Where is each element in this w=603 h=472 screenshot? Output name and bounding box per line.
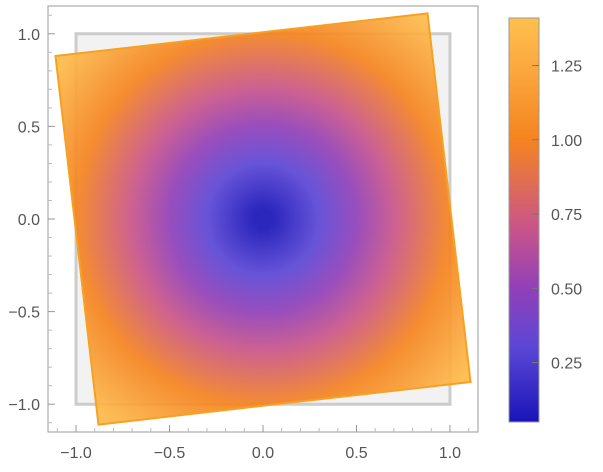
x-tick-label: 0.0 [252,445,274,462]
colorbar: 0.25 0.50 0.75 1.00 1.25 [508,17,582,423]
x-tick-label: 1.0 [439,445,461,462]
y-tick-label: 0.0 [18,212,40,229]
colorbar-tick-label: 1.25 [551,59,582,76]
colorbar-scale [508,17,540,423]
axes: −1.0 −0.5 0.0 0.5 1.0 −1.0 −0.5 0.0 0.5 1.0 [8,5,479,462]
plot-area [54,12,472,426]
y-tick-label: 1.0 [18,27,40,44]
y-tick-label: −0.5 [8,305,40,322]
colorbar-tick-label: 1.00 [551,133,582,150]
colorbar-tick-label: 0.50 [551,281,582,298]
colorbar-tick-label: 0.25 [551,356,582,373]
y-tick-label: 0.5 [18,119,40,136]
rotated-square [54,12,472,426]
x-tick-label: 0.5 [345,445,367,462]
x-tick-label: −0.5 [154,445,186,462]
x-tick-label: −1.0 [60,445,92,462]
colorbar-tick-label: 0.75 [551,207,582,224]
y-tick-label: −1.0 [8,397,40,414]
